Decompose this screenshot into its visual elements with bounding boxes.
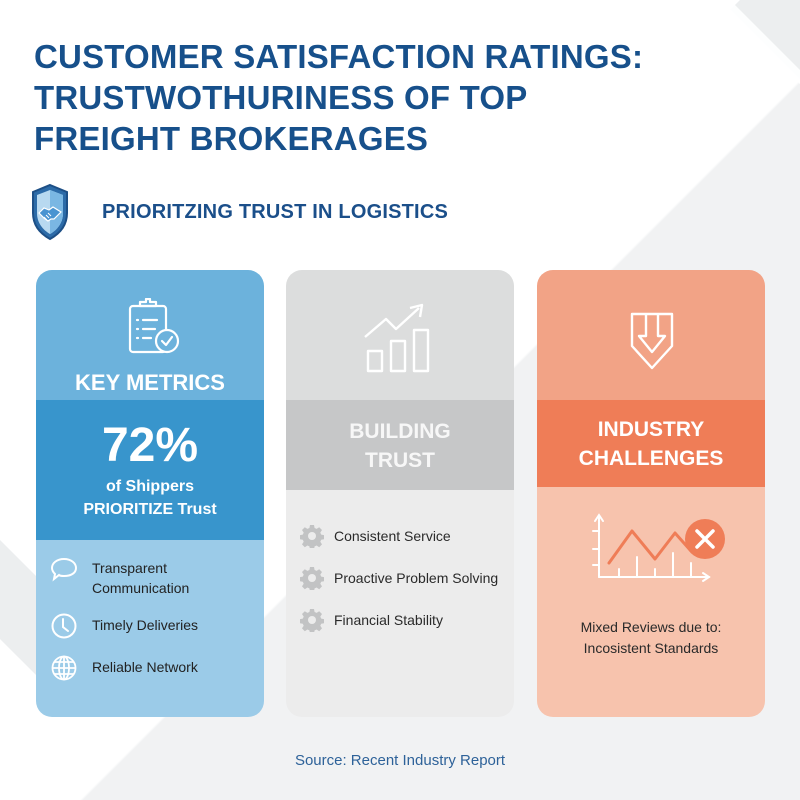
title-line-1: CUSTOMER SATISFACTION RATINGS: [34,38,644,75]
card-header-area [36,270,264,400]
list-item-consistent-service: Consistent Service [300,525,514,548]
building-trust-card: BUILDING TRUST Consistent Service Proact… [286,270,514,717]
item-label: Reliable Network [92,659,198,675]
key-metrics-title: KEY METRICS [75,370,225,395]
volatile-line-chart-x-icon [592,513,725,582]
item-label-line-1: Transparent [92,560,167,576]
title-line-3: FREIGHT BROKERAGES [34,120,429,157]
speech-bubble-icon [50,557,78,582]
title-line-2: TRUST [365,449,435,472]
industry-challenges-title: INDUSTRY CHALLENGES [537,415,765,473]
subheading: PRIORITZING TRUST IN LOGISTICS [30,182,448,242]
list-item-timely-deliveries: Timely Deliveries [50,612,256,640]
item-label: Financial Stability [334,612,443,628]
clock-icon [51,613,77,639]
card-header-area [286,270,514,400]
key-metrics-list: Transparent Communication Timely Deliver… [50,555,256,696]
title-line-2: TRUSTWOTHURINESS OF TOP [34,79,528,116]
item-label-line-2: Communication [92,580,190,596]
metric-value: 72% [101,419,199,472]
list-item-reliable-network: Reliable Network [50,654,256,682]
globe-icon [51,655,77,681]
list-item-transparent-communication: Transparent Communication [50,555,256,598]
building-trust-list: Consistent Service Proactive Problem Sol… [300,525,514,651]
shield-handshake-icon [32,183,68,241]
clipboard-check-icon [128,298,180,354]
card-body-area [537,487,765,717]
page-title: CUSTOMER SATISFACTION RATINGS: TRUSTWOTH… [34,36,734,159]
industry-challenges-card: INDUSTRY CHALLENGES Mixed Reviews due to… [537,270,765,717]
title-line-2: CHALLENGES [578,447,724,470]
card-body-area [286,490,514,717]
shield-down-arrow-icon [630,312,674,370]
card-body-area [36,540,264,717]
metric-caption-line-2: PRIORITIZE Trust [83,501,217,518]
list-item-financial-stability: Financial Stability [300,609,514,632]
challenge-description: Mixed Reviews due to: Incosistent Standa… [537,617,765,659]
metric-caption-line-1: of Shippers [105,478,194,495]
card-band [36,400,264,540]
title-line-1: BUILDING [349,420,451,443]
gear-icon [300,567,324,590]
title-line-1: INDUSTRY [597,418,705,441]
building-trust-title: BUILDING TRUST [286,417,514,475]
subtitle: PRIORITZING TRUST IN LOGISTICS [102,200,448,223]
item-label: Consistent Service [334,528,451,544]
card-band [286,400,514,490]
growth-chart-icon [364,303,430,373]
item-label: Timely Deliveries [92,617,199,633]
card-band [537,400,765,487]
challenge-line-1: Mixed Reviews due to: [580,619,722,635]
gear-icon [300,609,324,632]
key-metrics-card: KEY METRICS 72% of Shippers PRIORITIZE T… [36,270,264,717]
card-header-area [537,270,765,400]
source-caption: Source: Recent Industry Report [294,752,506,769]
challenge-line-2: Incosistent Standards [583,640,719,656]
list-item-proactive-problem-solving: Proactive Problem Solving [300,567,514,590]
gear-icon [300,525,324,548]
item-label: Proactive Problem Solving [334,570,499,586]
